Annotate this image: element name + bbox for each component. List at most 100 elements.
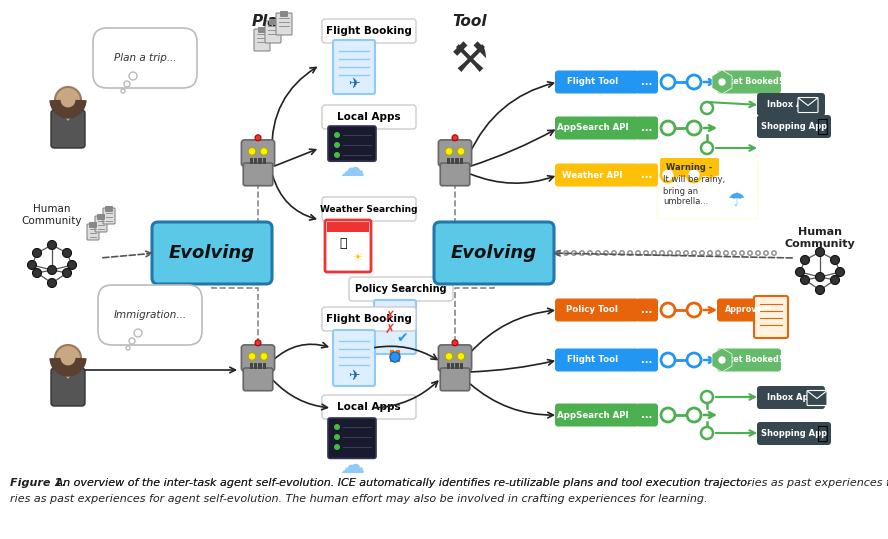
Circle shape bbox=[701, 427, 713, 439]
FancyBboxPatch shape bbox=[636, 299, 658, 321]
Text: It will be rainy,: It will be rainy, bbox=[663, 176, 725, 184]
FancyBboxPatch shape bbox=[807, 390, 827, 405]
FancyBboxPatch shape bbox=[434, 222, 554, 284]
Text: Flight Tool: Flight Tool bbox=[567, 356, 618, 364]
FancyBboxPatch shape bbox=[243, 368, 273, 391]
Circle shape bbox=[687, 408, 701, 422]
Circle shape bbox=[62, 268, 72, 278]
Circle shape bbox=[62, 248, 72, 258]
FancyBboxPatch shape bbox=[243, 163, 273, 186]
Circle shape bbox=[660, 251, 664, 255]
Circle shape bbox=[457, 148, 464, 155]
Text: AppSearch API: AppSearch API bbox=[557, 123, 628, 133]
Circle shape bbox=[692, 251, 696, 255]
FancyBboxPatch shape bbox=[456, 366, 459, 369]
FancyBboxPatch shape bbox=[447, 366, 450, 369]
Circle shape bbox=[33, 248, 42, 258]
Text: Weather API: Weather API bbox=[562, 170, 622, 179]
Circle shape bbox=[661, 121, 675, 135]
FancyBboxPatch shape bbox=[456, 158, 459, 161]
FancyBboxPatch shape bbox=[322, 105, 416, 129]
FancyBboxPatch shape bbox=[322, 19, 416, 43]
Text: 🛒: 🛒 bbox=[817, 117, 829, 136]
FancyBboxPatch shape bbox=[460, 161, 464, 163]
Circle shape bbox=[687, 303, 701, 317]
Text: Ticket Booked!: Ticket Booked! bbox=[715, 356, 782, 364]
Circle shape bbox=[620, 251, 624, 255]
Circle shape bbox=[445, 148, 453, 155]
Text: An overview of the inter-task agent self-evolution. ICE automatically identifies: An overview of the inter-task agent self… bbox=[52, 478, 751, 488]
Circle shape bbox=[684, 251, 688, 255]
Text: Weather Searching: Weather Searching bbox=[321, 204, 417, 213]
FancyBboxPatch shape bbox=[263, 158, 266, 161]
FancyBboxPatch shape bbox=[258, 363, 262, 365]
FancyBboxPatch shape bbox=[636, 163, 658, 186]
Text: Shopping App: Shopping App bbox=[761, 429, 827, 438]
Circle shape bbox=[55, 345, 81, 371]
Circle shape bbox=[701, 391, 713, 403]
Text: ...: ... bbox=[641, 77, 653, 87]
Circle shape bbox=[28, 260, 36, 270]
FancyBboxPatch shape bbox=[333, 330, 375, 386]
FancyBboxPatch shape bbox=[263, 161, 266, 163]
FancyBboxPatch shape bbox=[717, 71, 781, 93]
FancyBboxPatch shape bbox=[258, 366, 262, 369]
Circle shape bbox=[334, 444, 340, 450]
FancyBboxPatch shape bbox=[258, 161, 262, 163]
FancyBboxPatch shape bbox=[555, 71, 639, 93]
Circle shape bbox=[47, 240, 57, 250]
FancyBboxPatch shape bbox=[440, 368, 470, 391]
Text: Ticket Booked!: Ticket Booked! bbox=[715, 78, 782, 86]
Text: ⛅: ⛅ bbox=[339, 237, 346, 250]
Circle shape bbox=[129, 338, 135, 344]
FancyBboxPatch shape bbox=[98, 285, 202, 345]
Text: Local Apps: Local Apps bbox=[337, 402, 400, 412]
FancyBboxPatch shape bbox=[87, 224, 99, 240]
Circle shape bbox=[732, 251, 736, 255]
FancyBboxPatch shape bbox=[717, 299, 781, 321]
FancyBboxPatch shape bbox=[460, 158, 464, 161]
Circle shape bbox=[661, 303, 675, 317]
Text: Plan: Plan bbox=[251, 15, 289, 30]
Circle shape bbox=[260, 353, 268, 360]
Circle shape bbox=[716, 251, 720, 255]
Circle shape bbox=[445, 353, 453, 360]
FancyBboxPatch shape bbox=[636, 404, 658, 426]
FancyBboxPatch shape bbox=[325, 220, 371, 272]
FancyBboxPatch shape bbox=[439, 345, 472, 371]
Polygon shape bbox=[712, 70, 732, 94]
FancyBboxPatch shape bbox=[254, 366, 258, 369]
Text: ✈: ✈ bbox=[348, 368, 360, 382]
FancyBboxPatch shape bbox=[555, 349, 639, 371]
FancyBboxPatch shape bbox=[97, 214, 105, 220]
Text: ⚒: ⚒ bbox=[451, 39, 488, 81]
Text: Figure 1.: Figure 1. bbox=[10, 478, 67, 488]
Circle shape bbox=[134, 329, 142, 337]
Text: bring an: bring an bbox=[663, 186, 698, 196]
FancyBboxPatch shape bbox=[660, 158, 719, 176]
Circle shape bbox=[334, 142, 340, 148]
Circle shape bbox=[719, 357, 725, 363]
FancyBboxPatch shape bbox=[254, 363, 258, 365]
FancyBboxPatch shape bbox=[51, 110, 85, 148]
FancyBboxPatch shape bbox=[258, 27, 266, 33]
Circle shape bbox=[800, 255, 810, 265]
FancyBboxPatch shape bbox=[322, 395, 416, 419]
Circle shape bbox=[830, 255, 839, 265]
Text: Human
Community: Human Community bbox=[785, 227, 855, 249]
Circle shape bbox=[815, 273, 824, 281]
Circle shape bbox=[596, 251, 600, 255]
FancyBboxPatch shape bbox=[328, 418, 376, 458]
Circle shape bbox=[628, 251, 632, 255]
Circle shape bbox=[126, 346, 130, 350]
FancyBboxPatch shape bbox=[242, 345, 274, 371]
FancyBboxPatch shape bbox=[555, 116, 639, 140]
Circle shape bbox=[724, 251, 728, 255]
FancyBboxPatch shape bbox=[258, 158, 262, 161]
Circle shape bbox=[796, 267, 805, 277]
FancyBboxPatch shape bbox=[254, 161, 258, 163]
Text: Tool: Tool bbox=[453, 15, 488, 30]
Circle shape bbox=[708, 251, 712, 255]
Circle shape bbox=[687, 75, 701, 89]
Text: Inbox App: Inbox App bbox=[767, 100, 815, 109]
